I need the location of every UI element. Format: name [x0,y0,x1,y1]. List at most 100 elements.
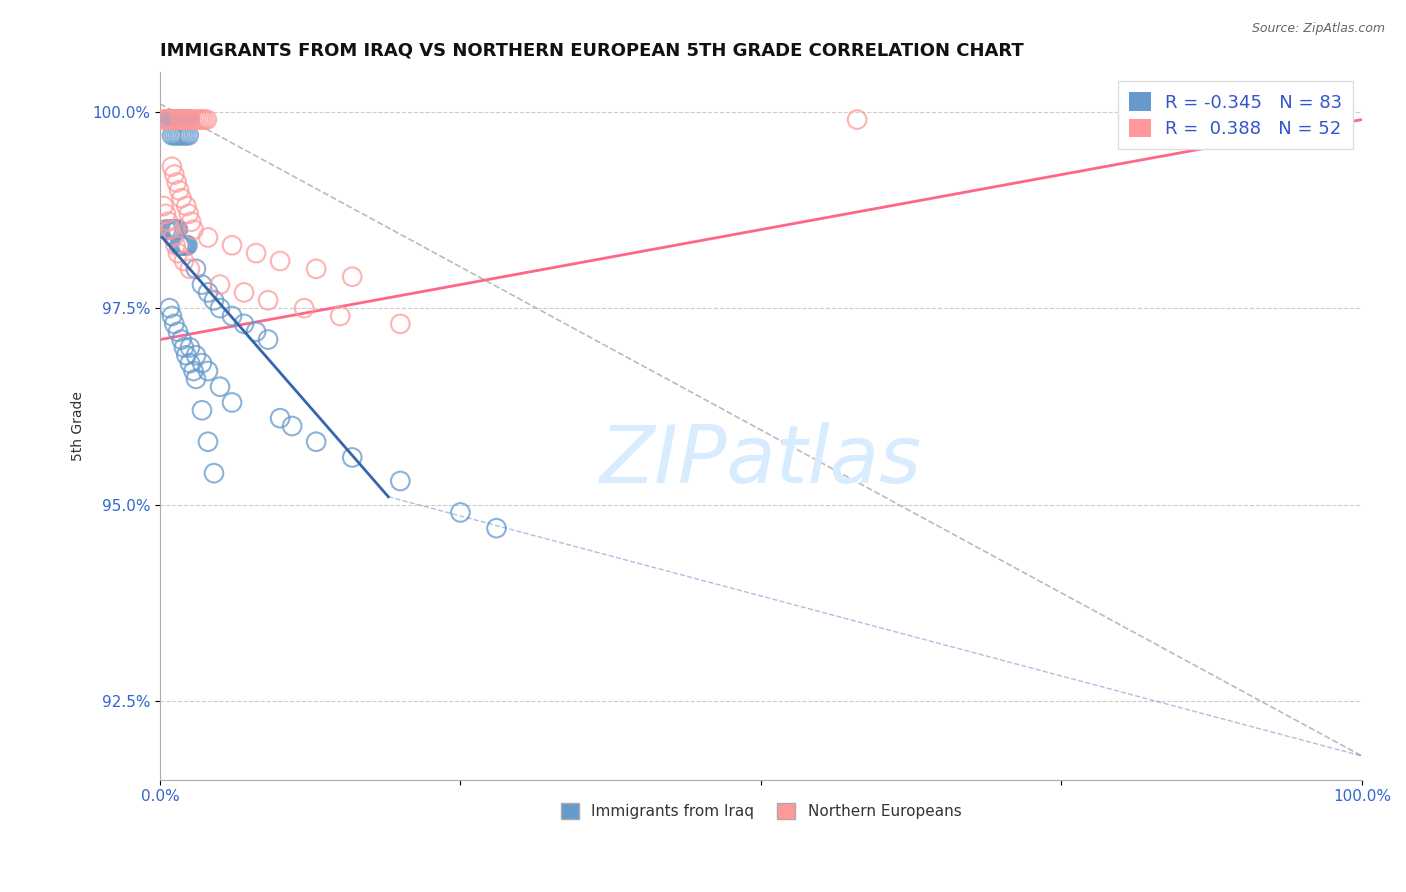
Point [176,199,198,213]
Point [167,238,190,252]
Point [173,112,195,127]
Point [389,474,412,488]
Point [177,112,200,127]
Text: IMMIGRANTS FROM IRAQ VS NORTHERN EUROPEAN 5TH GRADE CORRELATION CHART: IMMIGRANTS FROM IRAQ VS NORTHERN EUROPEA… [160,42,1024,60]
Point [846,112,869,127]
Point [197,364,219,378]
Point [281,419,304,434]
Point [160,160,183,174]
Point [157,112,180,127]
Point [176,348,198,362]
Point [155,112,177,127]
Point [269,254,291,268]
Point [179,112,201,127]
Point [191,277,214,292]
Point [174,112,197,127]
Point [176,238,198,252]
Point [195,112,218,127]
Point [208,277,231,292]
Point [167,183,190,197]
Point [166,128,188,143]
Point [167,112,190,127]
Point [202,293,225,308]
Point [160,128,183,143]
Point [165,112,187,127]
Point [186,112,208,127]
Point [169,238,191,252]
Point [197,230,219,244]
Point [167,112,190,127]
Point [173,238,195,252]
Point [169,112,191,127]
Point [305,434,328,449]
Point [167,112,190,127]
Point [179,356,201,370]
Point [389,317,412,331]
Point [183,364,205,378]
Point [169,112,191,127]
Point [157,222,180,236]
Point [197,434,219,449]
Point [162,112,184,127]
Point [162,222,184,236]
Point [176,112,198,127]
Point [305,261,328,276]
Point [160,112,183,127]
Point [159,222,181,236]
Text: Source: ZipAtlas.com: Source: ZipAtlas.com [1251,22,1385,36]
Point [157,112,180,127]
Point [172,112,194,127]
Point [184,261,207,276]
Point [162,112,184,127]
Point [173,254,195,268]
Legend: Immigrants from Iraq, Northern Europeans: Immigrants from Iraq, Northern Europeans [554,797,967,825]
Point [167,325,190,339]
Point [165,112,187,127]
Point [176,112,198,127]
Point [170,238,193,252]
Point [174,238,197,252]
Point [180,215,202,229]
Point [184,348,207,362]
Point [170,128,193,143]
Point [165,238,187,252]
Point [208,301,231,315]
Point [176,238,198,252]
Point [174,112,197,127]
Point [170,191,193,205]
Point [188,112,211,127]
Point [173,128,195,143]
Point [155,207,177,221]
Point [159,222,181,236]
Point [184,112,207,127]
Point [179,261,201,276]
Point [191,112,214,127]
Point [166,112,188,127]
Point [170,333,193,347]
Point [157,215,180,229]
Point [159,301,181,315]
Point [233,317,256,331]
Point [485,521,508,535]
Point [176,112,198,127]
Point [233,285,256,300]
Point [181,112,204,127]
Point [193,112,215,127]
Point [257,333,280,347]
Point [208,380,231,394]
Point [163,128,186,143]
Point [191,403,214,417]
Point [177,207,200,221]
Point [165,222,187,236]
Point [1303,112,1326,127]
Point [177,128,200,143]
Point [202,466,225,480]
Point [221,238,243,252]
Point [170,112,193,127]
Point [183,222,205,236]
Point [166,222,188,236]
Point [163,317,186,331]
Point [176,128,198,143]
Point [257,293,280,308]
Point [166,176,188,190]
